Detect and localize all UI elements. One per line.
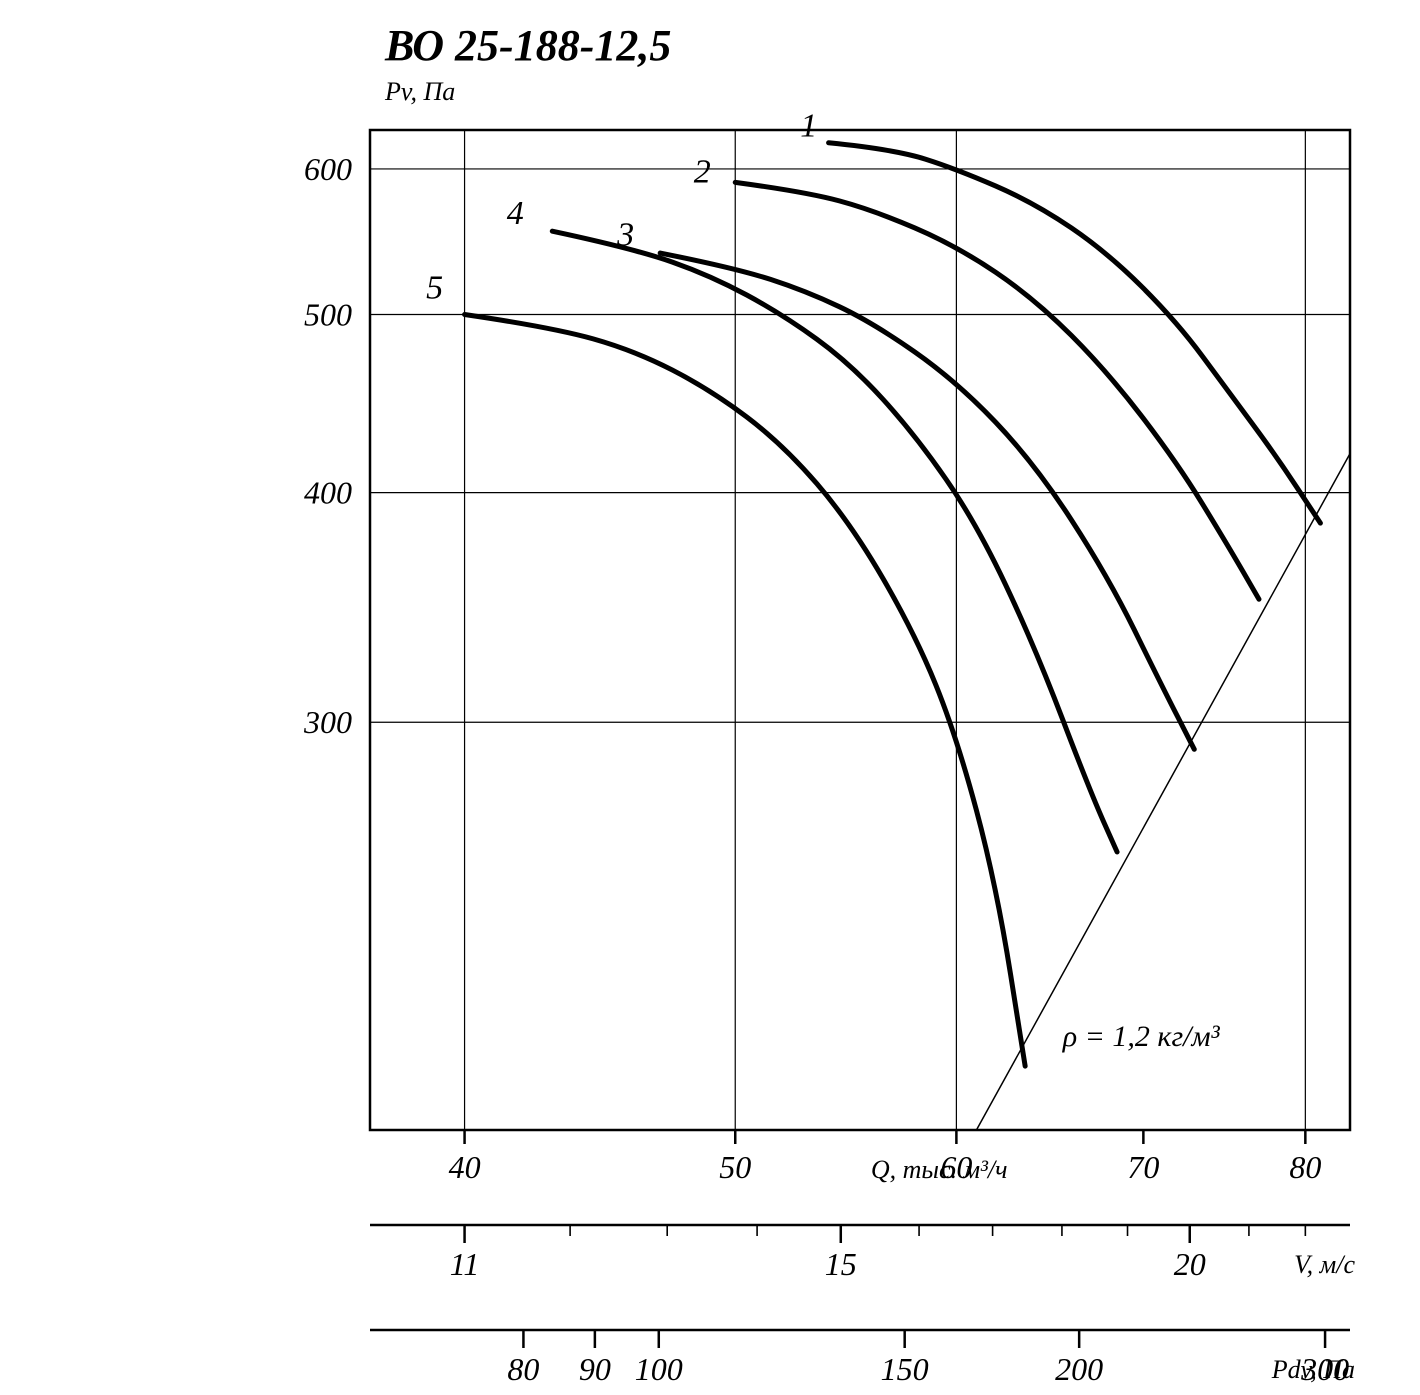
chart-background bbox=[0, 0, 1420, 1395]
curve-label-5: 5 bbox=[426, 270, 443, 307]
x1-tick-label: 40 bbox=[449, 1149, 481, 1185]
x3-tick-label: 80 bbox=[507, 1351, 539, 1387]
x3-tick-label: 200 bbox=[1055, 1351, 1103, 1387]
x2-tick-label: 11 bbox=[450, 1246, 480, 1282]
x3-tick-label: 150 bbox=[881, 1351, 929, 1387]
y-tick-label: 400 bbox=[304, 475, 352, 511]
fan-performance-chart: ВО 25-188-12,5 Pv, Па 300 400 500 600 ρ = 1,2 … bbox=[0, 0, 1420, 1395]
y-axis-label: Pv, Па bbox=[384, 77, 455, 106]
rho-annotation: ρ = 1,2 кг/м³ bbox=[1062, 1020, 1221, 1053]
curve-label-4: 4 bbox=[507, 195, 524, 232]
y-tick-label: 600 bbox=[304, 151, 352, 187]
y-tick-label: 500 bbox=[304, 296, 352, 332]
x1-tick-label: 80 bbox=[1289, 1149, 1321, 1185]
x3-tick-label: 90 bbox=[579, 1351, 611, 1387]
x1-tick-label: 50 bbox=[719, 1149, 751, 1185]
x2-tick-label: 15 bbox=[825, 1246, 857, 1282]
x2-tick-label: 20 bbox=[1174, 1246, 1206, 1282]
x3-axis-label: Pdv, Па bbox=[1271, 1355, 1355, 1384]
y-tick-label: 300 bbox=[303, 704, 352, 740]
curve-label-1: 1 bbox=[800, 107, 817, 144]
chart-title: ВО 25-188-12,5 bbox=[384, 21, 671, 70]
x1-tick-label: 70 bbox=[1127, 1149, 1159, 1185]
curve-label-2: 2 bbox=[694, 153, 711, 190]
curve-label-3: 3 bbox=[616, 217, 634, 254]
x3-tick-label: 100 bbox=[635, 1351, 683, 1387]
x2-axis-label: V, м/с bbox=[1294, 1250, 1355, 1279]
x1-axis-label: Q, тыс. м³/ч bbox=[871, 1155, 1008, 1184]
